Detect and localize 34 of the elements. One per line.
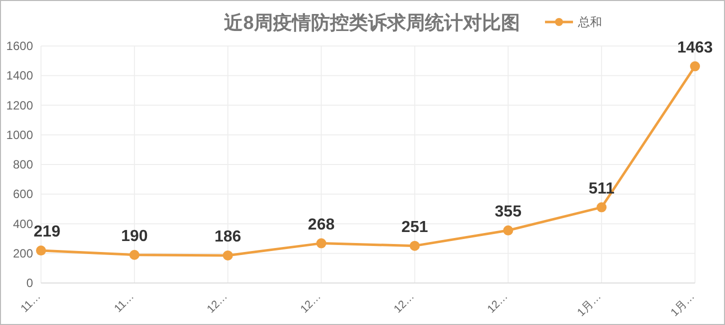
data-label: 268 — [308, 216, 335, 234]
x-tick-label: 11… — [112, 290, 137, 315]
y-tick-label: 1600 — [6, 39, 34, 53]
data-label: 355 — [494, 203, 522, 220]
y-tick-label: 600 — [12, 187, 34, 202]
data-label: 1463 — [677, 39, 713, 56]
point — [36, 246, 46, 256]
point — [129, 250, 140, 260]
chart-title: 近8周疫情防控类诉求周统计对比图 — [223, 12, 520, 34]
y-tick-label: 1400 — [6, 68, 34, 83]
x-tick-label: 1月… — [575, 290, 604, 320]
point — [503, 225, 514, 236]
point — [222, 250, 233, 260]
data-label: 190 — [121, 228, 148, 245]
y-tick-label: 800 — [12, 158, 34, 172]
x-tick-label: 12… — [392, 290, 417, 316]
data-label: 186 — [214, 228, 242, 246]
legend-label: 总和 — [577, 15, 602, 29]
y-tick-label: 1000 — [6, 128, 34, 142]
x-tick-label: 1月… — [668, 290, 698, 320]
data-label: 251 — [401, 218, 428, 236]
y-tick-label: 1200 — [6, 98, 34, 112]
x-tick-label: 12… — [298, 290, 324, 316]
x-tick-label: 12… — [485, 290, 510, 316]
point — [316, 238, 326, 248]
y-tick-label: 200 — [12, 246, 34, 260]
y-tick-label: 0 — [26, 276, 34, 290]
x-tick-label: 11… — [18, 290, 44, 315]
point — [596, 202, 607, 212]
point — [690, 61, 700, 72]
data-label: 219 — [34, 224, 60, 241]
y-tick-label: 400 — [12, 216, 34, 231]
x-tick-label: 12… — [205, 290, 230, 316]
point — [410, 240, 420, 251]
